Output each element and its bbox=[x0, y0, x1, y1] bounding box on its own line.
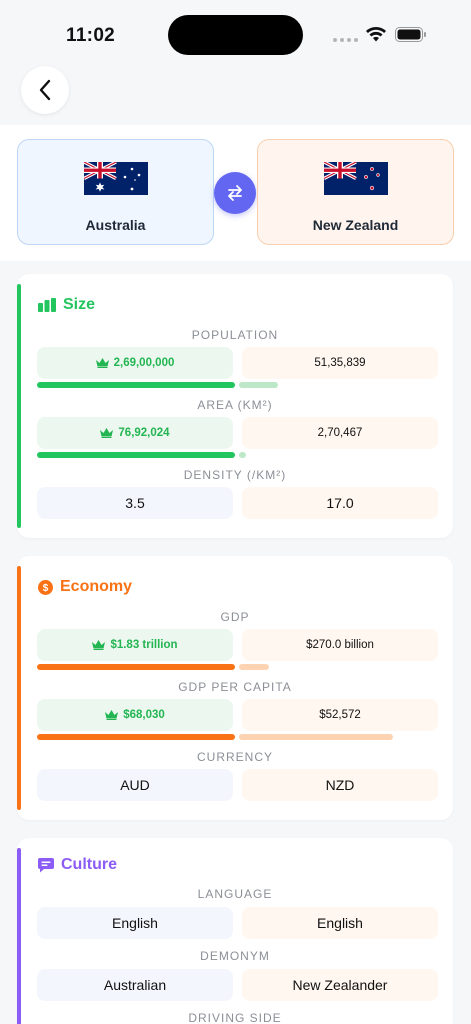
crown-icon bbox=[105, 710, 119, 720]
gdp-per-capita-bar-left bbox=[37, 734, 235, 740]
cellular-signal-icon bbox=[333, 38, 358, 42]
status-bar: 11:02 bbox=[0, 0, 471, 66]
country-card-right[interactable]: New Zealand bbox=[257, 139, 454, 245]
country-compare-header: Australia New Zealand bbox=[0, 125, 471, 261]
currency-label: CURRENCY bbox=[196, 750, 273, 764]
culture-section-header: Culture bbox=[38, 856, 117, 874]
gdp-label: GDP bbox=[220, 610, 250, 624]
wifi-icon bbox=[366, 27, 386, 42]
battery-icon bbox=[395, 27, 426, 42]
size-section-header: Size bbox=[38, 296, 95, 314]
area-label: AREA (KM²) bbox=[197, 398, 273, 412]
currency-right-value: NZD bbox=[242, 769, 438, 801]
gdp-left-value: $1.83 trillion bbox=[37, 629, 233, 661]
size-section-title: Size bbox=[63, 296, 96, 313]
culture-section-title: Culture bbox=[61, 856, 117, 873]
crown-icon bbox=[95, 358, 109, 368]
gdp-per-capita-bar-right bbox=[239, 734, 393, 740]
demonym-label: DEMONYM bbox=[200, 949, 270, 963]
density-left-value: 3.5 bbox=[37, 487, 233, 519]
population-right-value: 51,35,839 bbox=[242, 347, 438, 379]
language-right-value: English bbox=[242, 907, 438, 939]
svg-text:$: $ bbox=[43, 583, 49, 594]
gdp-per-capita-label: GDP PER CAPITA bbox=[178, 680, 292, 694]
population-label: POPULATION bbox=[191, 328, 279, 342]
chevron-left-icon bbox=[39, 79, 51, 101]
culture-accent-bar bbox=[17, 848, 21, 1024]
demonym-left-value: Australian bbox=[37, 969, 233, 1001]
status-time: 11:02 bbox=[66, 25, 116, 46]
density-label: DENSITY (/KM²) bbox=[183, 468, 287, 482]
economy-section: $ Economy GDP $1.83 trillion $270.0 bill… bbox=[17, 556, 453, 820]
language-label: LANGUAGE bbox=[197, 887, 273, 901]
crown-icon bbox=[92, 640, 106, 650]
country-card-left[interactable]: Australia bbox=[17, 139, 214, 245]
bar-chart-icon bbox=[38, 298, 56, 312]
chat-bubble-icon bbox=[38, 857, 54, 872]
country-name-left: Australia bbox=[85, 217, 146, 233]
swap-arrows-icon bbox=[228, 185, 242, 201]
back-button[interactable] bbox=[21, 66, 69, 114]
gdp-bar-left bbox=[37, 664, 235, 670]
language-left-value: English bbox=[37, 907, 233, 939]
population-bar-right bbox=[239, 382, 278, 388]
population-left-value: 2,69,00,000 bbox=[37, 347, 233, 379]
population-bar-left bbox=[37, 382, 235, 388]
new-zealand-flag-icon bbox=[324, 162, 388, 195]
country-name-right: New Zealand bbox=[312, 217, 399, 233]
economy-accent-bar bbox=[17, 566, 21, 810]
area-left-value: 76,92,024 bbox=[37, 417, 233, 449]
culture-section: Culture LANGUAGE English English DEMONYM… bbox=[17, 838, 453, 1024]
area-bar-left bbox=[37, 452, 235, 458]
density-right-value: 17.0 bbox=[242, 487, 438, 519]
economy-section-header: $ Economy bbox=[38, 578, 132, 596]
gdp-per-capita-right-value: $52,572 bbox=[242, 699, 438, 731]
dynamic-island bbox=[168, 15, 303, 55]
area-right-value: 2,70,467 bbox=[242, 417, 438, 449]
gdp-right-value: $270.0 billion bbox=[242, 629, 438, 661]
crown-icon bbox=[100, 428, 114, 438]
economy-section-title: Economy bbox=[60, 578, 133, 595]
currency-left-value: AUD bbox=[37, 769, 233, 801]
size-accent-bar bbox=[17, 284, 21, 528]
gdp-bar-right bbox=[239, 664, 269, 670]
swap-countries-button[interactable] bbox=[214, 172, 256, 214]
demonym-right-value: New Zealander bbox=[242, 969, 438, 1001]
dollar-coin-icon: $ bbox=[38, 579, 53, 595]
australia-flag-icon bbox=[84, 162, 148, 195]
driving-side-label: DRIVING SIDE bbox=[188, 1011, 282, 1024]
area-bar-right bbox=[239, 452, 246, 458]
size-section: Size POPULATION 2,69,00,000 51,35,839 AR… bbox=[17, 274, 453, 538]
gdp-per-capita-left-value: $68,030 bbox=[37, 699, 233, 731]
